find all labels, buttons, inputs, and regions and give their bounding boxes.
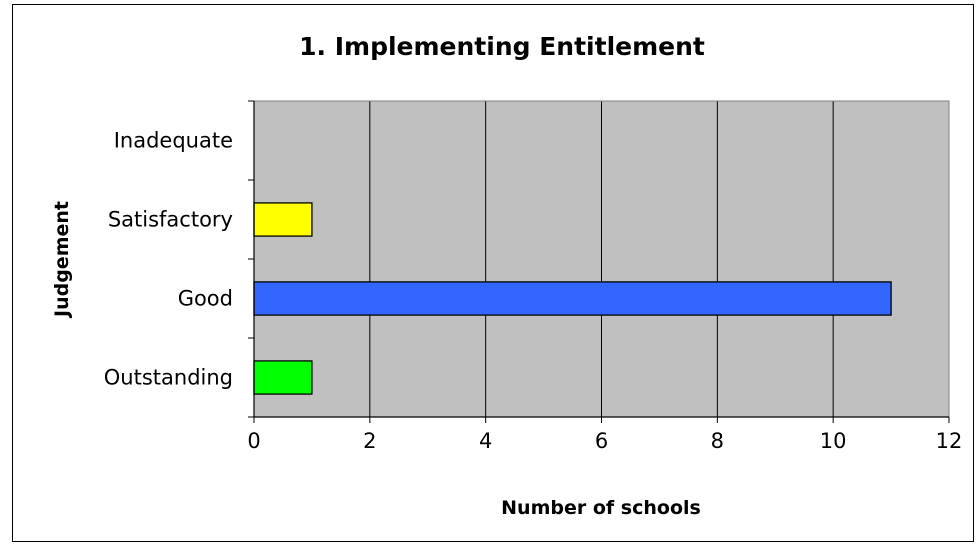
bar-good [253,281,892,316]
y-tick-label-inadequate: Inadequate [114,129,233,153]
chart-title: 1. Implementing Entitlement [299,32,705,61]
x-tick-label-12: 12 [936,429,963,453]
x-tick-labels: 0 2 4 6 8 10 12 [247,429,962,453]
x-tick-label-10: 10 [820,429,847,453]
bar-outstanding [253,360,313,395]
bar-satisfactory [253,202,313,237]
bars [253,202,892,395]
x-tick-label-8: 8 [711,429,724,453]
y-tick-label-outstanding: Outstanding [104,366,233,390]
x-tick-label-0: 0 [247,429,260,453]
x-tick-label-6: 6 [595,429,608,453]
y-tick-label-good: Good [178,287,233,311]
x-tick-label-4: 4 [479,429,492,453]
axes [248,100,950,423]
x-tick-label-2: 2 [363,429,376,453]
y-tick-labels: Outstanding Good Satisfactory Inadequate [104,129,233,390]
y-tick-label-satisfactory: Satisfactory [108,208,233,232]
y-axis-title: Judgement [51,201,73,319]
x-axis-title: Number of schools [501,497,701,519]
